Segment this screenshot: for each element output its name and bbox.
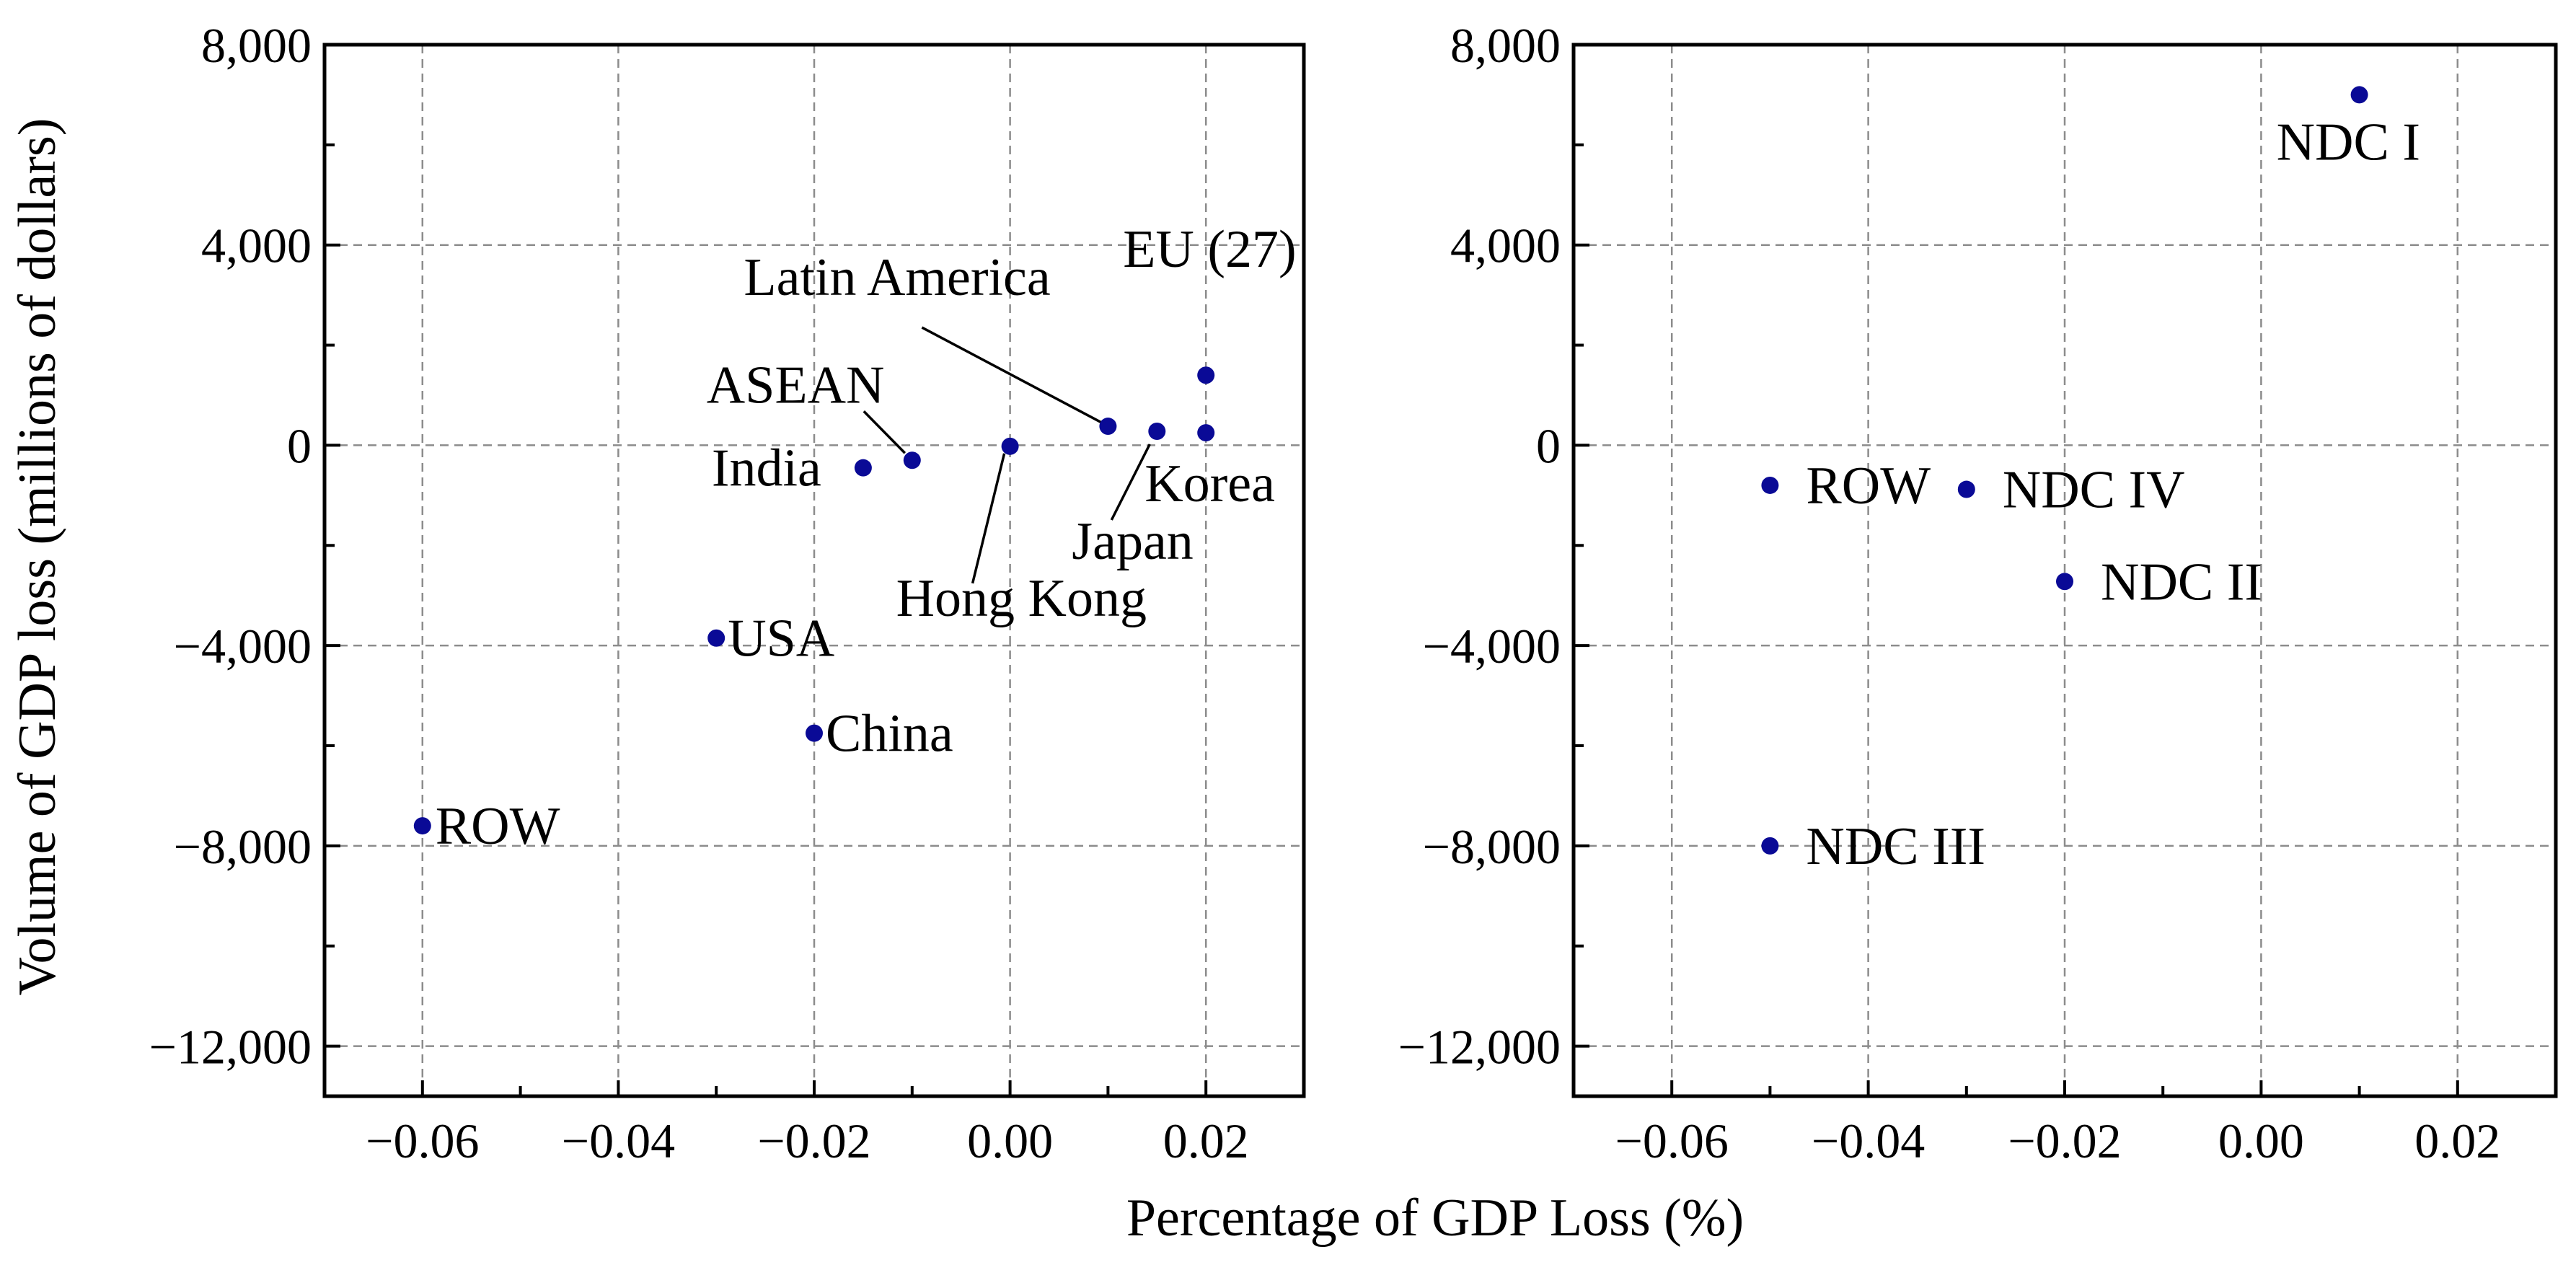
x-tick-label: −0.04 [562, 1114, 675, 1168]
x-tick-label: −0.02 [2008, 1114, 2121, 1168]
y-tick-label: 4,000 [1450, 219, 1561, 273]
point-label: ROW [436, 797, 560, 856]
point-label: ROW [1806, 457, 1931, 516]
label-leader-line [863, 410, 907, 454]
point-label: NDC II [2101, 552, 2262, 612]
y-tick-label: 0 [287, 418, 312, 473]
data-point [903, 451, 921, 469]
point-label: EU (27) [1123, 220, 1296, 279]
data-point [1148, 422, 1166, 440]
label-leader-line [921, 326, 1106, 425]
left-panel-regions: −0.06 −0.04 −0.02 0.00 0.02 8,000 4,000 0 −4,000… [149, 18, 1306, 1168]
data-point [2056, 573, 2073, 591]
data-point [1197, 366, 1215, 384]
y-tick-label: −8,000 [1423, 819, 1561, 874]
x-tick-label: 0.02 [2414, 1114, 2500, 1168]
point-label: NDC IV [2003, 461, 2185, 520]
x-tick-label: −0.06 [1615, 1114, 1729, 1168]
data-point [854, 459, 872, 477]
data-point [413, 817, 431, 835]
x-tick-label: 0.02 [1163, 1114, 1249, 1168]
y-tick-label: −8,000 [174, 819, 312, 874]
y-tick-label: 0 [1536, 418, 1561, 473]
y-tick-label: −4,000 [1423, 619, 1561, 674]
point-label: ASEAN [707, 356, 885, 415]
point-label: China [826, 705, 953, 764]
x-tick-label: 0.00 [967, 1114, 1053, 1168]
data-point [1001, 437, 1019, 455]
point-label: Japan [1072, 512, 1194, 571]
label-leader-line [1110, 444, 1151, 521]
x-tick-label: −0.02 [757, 1114, 870, 1168]
point-label: NDC I [2277, 113, 2420, 172]
point-label: USA [728, 609, 834, 669]
data-point [1957, 480, 1975, 498]
data-point [1761, 476, 1779, 494]
y-tick-label: 4,000 [201, 219, 312, 273]
point-label: Hong Kong [896, 569, 1147, 628]
data-point [1197, 424, 1215, 442]
data-point [1099, 418, 1117, 436]
x-axis-title: Percentage of GDP Loss (%) [1126, 1189, 1744, 1248]
y-tick-label: 8,000 [201, 18, 312, 73]
y-tick-label: −12,000 [149, 1020, 312, 1075]
y-tick-label: 8,000 [1450, 18, 1561, 73]
x-tick-label: 0.00 [2218, 1114, 2304, 1168]
data-point [1761, 837, 1779, 855]
point-label: India [712, 439, 821, 498]
data-point [707, 629, 725, 647]
point-label: NDC III [1806, 817, 1985, 876]
y-tick-label: −4,000 [174, 619, 312, 674]
y-tick-label: −12,000 [1398, 1020, 1561, 1075]
data-point [806, 724, 823, 742]
x-tick-label: −0.04 [1812, 1114, 1925, 1168]
label-leader-line [971, 453, 1006, 584]
right-panel-ndc: −0.06 −0.04 −0.02 0.00 0.02 8,000 4,000 0 −4,000… [1398, 18, 2558, 1168]
x-tick-label: −0.06 [366, 1114, 479, 1168]
y-axis-title: Volume of GDP loss (millions of dollars) [8, 118, 67, 996]
data-point [2350, 86, 2368, 104]
point-label: Korea [1144, 454, 1275, 513]
point-label: Latin America [744, 248, 1050, 307]
